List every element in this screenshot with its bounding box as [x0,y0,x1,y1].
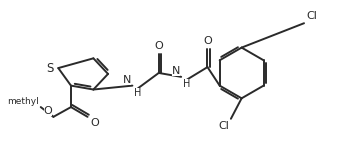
Text: H: H [183,79,191,89]
Text: S: S [46,62,53,75]
Text: Cl: Cl [306,11,317,21]
Text: N: N [172,66,180,76]
Text: N: N [123,75,131,85]
Text: O: O [91,118,99,128]
Text: O: O [155,41,163,52]
Text: O: O [44,106,52,116]
Text: methyl: methyl [7,97,39,106]
Text: Cl: Cl [218,121,229,131]
Text: H: H [134,88,142,98]
Text: O: O [203,36,212,46]
